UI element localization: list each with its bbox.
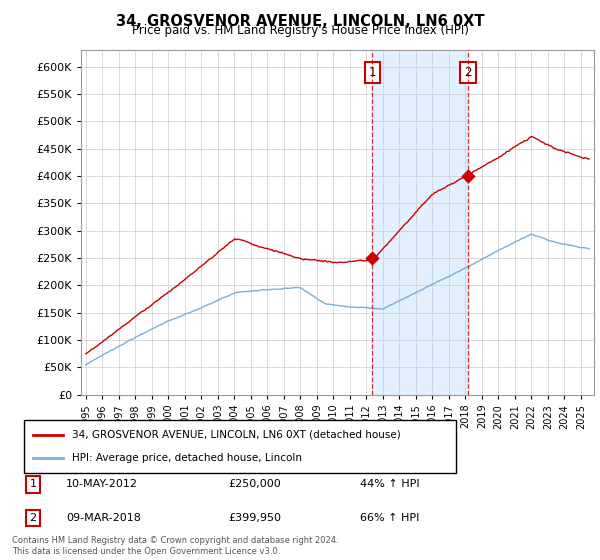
Text: Contains HM Land Registry data © Crown copyright and database right 2024.
This d: Contains HM Land Registry data © Crown c… — [12, 536, 338, 556]
Text: Price paid vs. HM Land Registry's House Price Index (HPI): Price paid vs. HM Land Registry's House … — [131, 24, 469, 37]
Point — [463, 172, 473, 181]
FancyBboxPatch shape — [24, 420, 456, 473]
Text: 09-MAR-2018: 09-MAR-2018 — [66, 513, 141, 523]
Text: 2: 2 — [29, 513, 37, 523]
Text: £250,000: £250,000 — [228, 479, 281, 489]
Point — [368, 254, 377, 263]
Text: 2: 2 — [464, 66, 472, 79]
Text: 34, GROSVENOR AVENUE, LINCOLN, LN6 0XT: 34, GROSVENOR AVENUE, LINCOLN, LN6 0XT — [116, 14, 484, 29]
Text: £399,950: £399,950 — [228, 513, 281, 523]
Text: 66% ↑ HPI: 66% ↑ HPI — [360, 513, 419, 523]
Text: 10-MAY-2012: 10-MAY-2012 — [66, 479, 138, 489]
Text: 1: 1 — [29, 479, 37, 489]
Bar — [373, 50, 468, 395]
Text: 1: 1 — [369, 66, 376, 79]
Text: 34, GROSVENOR AVENUE, LINCOLN, LN6 0XT (detached house): 34, GROSVENOR AVENUE, LINCOLN, LN6 0XT (… — [71, 430, 400, 440]
Text: HPI: Average price, detached house, Lincoln: HPI: Average price, detached house, Linc… — [71, 453, 302, 463]
Text: 44% ↑ HPI: 44% ↑ HPI — [360, 479, 419, 489]
